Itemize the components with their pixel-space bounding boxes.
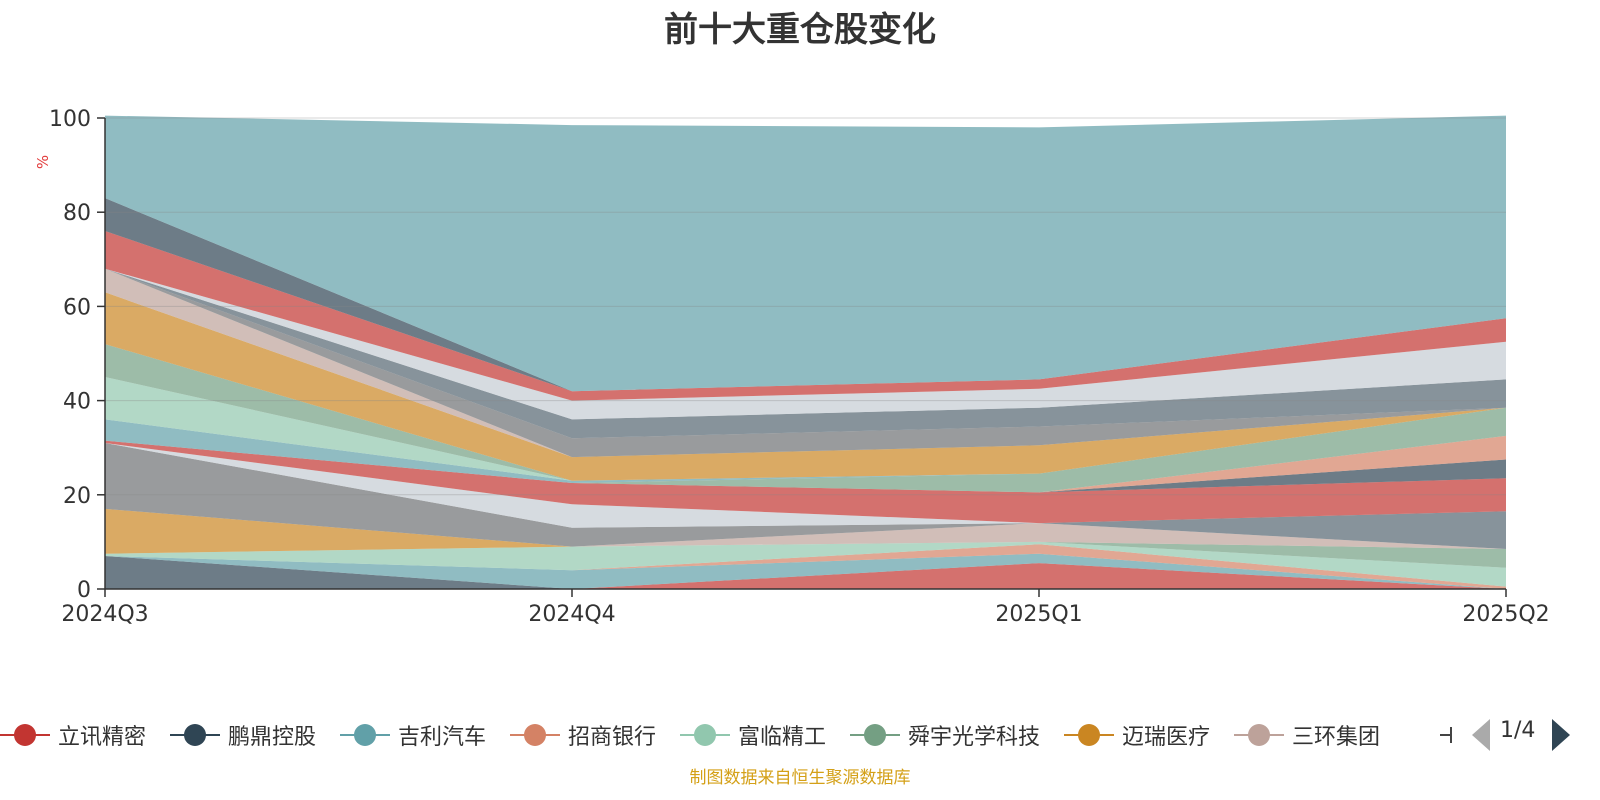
area-series-18[interactable] (105, 344, 1506, 481)
y-tick-label: 80 (63, 201, 91, 226)
y-tick-label: 60 (63, 295, 91, 320)
legend-marker-icon (0, 713, 50, 757)
area-series-24[interactable] (105, 231, 1506, 401)
x-tick-label: 2024Q4 (528, 602, 615, 627)
area-series-23[interactable] (105, 268, 1506, 420)
gridlines (105, 117, 1506, 496)
legend-item[interactable]: 招商银行 (510, 713, 656, 757)
y-tick-label: 0 (77, 578, 91, 603)
legend-item[interactable]: 舜宇光学科技 (850, 713, 1040, 757)
legend-marker-icon (1234, 713, 1284, 757)
legend-marker-icon (850, 713, 900, 757)
legend-next-page-icon[interactable] (1552, 719, 1570, 751)
source-note: 制图数据来自恒生聚源数据库 (689, 768, 911, 788)
legend-label: 迈瑞医疗 (1122, 725, 1211, 750)
legend-item[interactable]: 立讯精密 (0, 713, 146, 757)
area-series-9[interactable] (105, 443, 1506, 549)
legend-label: 富临精工 (738, 725, 827, 750)
legend-marker-icon (340, 713, 390, 757)
legend-marker-icon (510, 713, 560, 757)
legend-label: 舜宇光学科技 (908, 725, 1041, 750)
legend-marker-icon (1064, 713, 1114, 757)
area-series-26[interactable] (105, 115, 1506, 392)
x-tick-label: 2024Q3 (61, 602, 148, 627)
legend-label: 招商银行 (568, 725, 657, 750)
legend: 立讯精密 鹏鼎控股 吉利汽车 招商银行 富临精工 舜宇光学科技 迈瑞医疗 三环集团 1/4 (0, 713, 1600, 757)
legend-label: 鹏鼎控股 (228, 725, 317, 750)
legend-item-clipped-bar (1450, 727, 1452, 743)
area-series-22[interactable] (105, 268, 1506, 439)
legend-marker-icon (170, 713, 220, 757)
y-axis-unit-label: % (34, 155, 52, 169)
area-series-15[interactable] (105, 407, 1506, 493)
area-series-6[interactable] (105, 541, 1506, 568)
chart-title: 前十大重仓股变化 (664, 10, 936, 50)
legend-item[interactable]: 三环集团 (1234, 713, 1380, 757)
area-series-21[interactable] (105, 268, 1506, 458)
area-series-19[interactable] (105, 292, 1506, 481)
legend-item[interactable]: 迈瑞医疗 (1064, 713, 1210, 757)
area-series-17[interactable] (105, 377, 1506, 481)
x-tick-label: 2025Q2 (1462, 602, 1549, 627)
x-tick-label: 2025Q1 (995, 602, 1082, 627)
legend-item[interactable]: 吉利汽车 (340, 713, 486, 757)
legend-marker-icon (680, 713, 730, 757)
area-series-8[interactable] (105, 508, 1506, 549)
y-tick-label: 20 (63, 484, 91, 509)
area-series-7[interactable] (105, 508, 1506, 554)
area-series-11[interactable] (105, 443, 1506, 549)
legend-prev-page-icon[interactable] (1472, 719, 1490, 751)
area-series-5[interactable] (105, 541, 1506, 587)
area-series-25[interactable] (105, 198, 1506, 392)
area-series-4[interactable] (105, 544, 1506, 589)
legend-label: 三环集团 (1292, 725, 1381, 750)
legend-label: 立讯精密 (58, 725, 147, 750)
legend-item[interactable]: 富临精工 (680, 713, 826, 757)
axes: 0 20 40 60 80 100 2024Q3 2024Q4 2025Q1 2025Q2 (49, 107, 1550, 627)
legend-item-clipped-marker (1440, 734, 1452, 736)
area-series-layer (105, 115, 1506, 589)
stacked-area-chart: 0 20 40 60 80 100 2024Q3 2024Q4 2025Q1 2025Q2 % (34, 107, 1550, 627)
legend-page-indicator: 1/4 (1500, 718, 1536, 743)
y-tick-label: 40 (63, 390, 91, 415)
y-tick-label: 100 (49, 107, 91, 132)
area-series-12[interactable] (105, 440, 1506, 524)
area-series-3[interactable] (105, 553, 1506, 589)
legend-label: 吉利汽车 (398, 725, 487, 750)
legend-item[interactable]: 鹏鼎控股 (170, 713, 316, 757)
